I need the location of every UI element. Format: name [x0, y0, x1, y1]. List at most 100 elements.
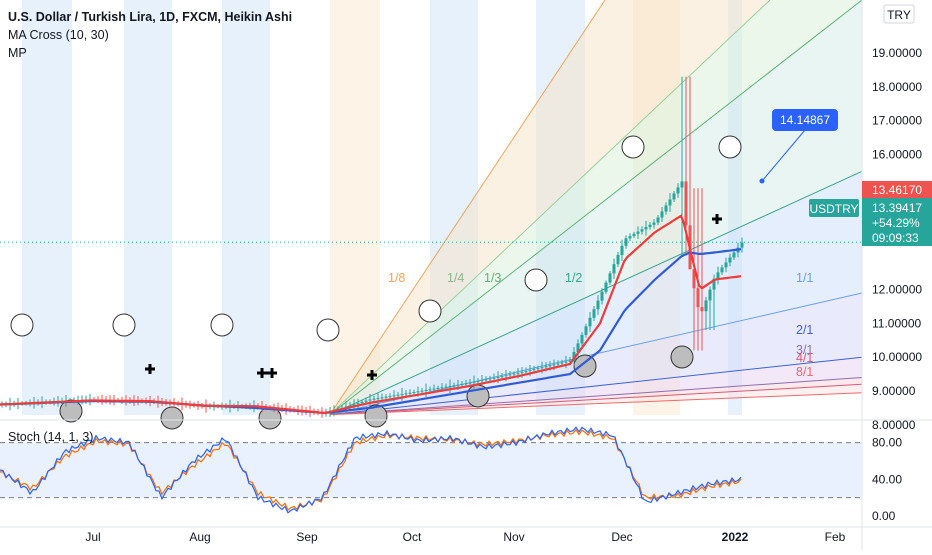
mp-legend[interactable]: MP	[8, 46, 27, 60]
ma-cross-marker	[712, 214, 722, 224]
cycle-circle	[59, 399, 83, 423]
currency-box	[883, 4, 915, 24]
candle-body	[580, 334, 584, 344]
candle-body	[476, 380, 480, 382]
candle-body	[468, 382, 472, 384]
fan-line	[329, 0, 863, 416]
candle-body	[704, 300, 708, 312]
candle-body	[380, 397, 384, 399]
symbol-title[interactable]: U.S. Dollar / Turkish Lira, 1D, FXCM, He…	[8, 10, 293, 24]
candle-body	[712, 278, 716, 290]
ma-cross-marker	[367, 370, 377, 380]
candle-body	[364, 400, 368, 402]
candle-body	[636, 231, 640, 234]
change-label: +54.29%	[872, 216, 920, 230]
candle-body	[500, 376, 504, 378]
candle-body	[648, 224, 652, 228]
fan-label-8-1: 8/1	[796, 365, 813, 379]
candle-body	[356, 403, 360, 405]
candle-body	[392, 395, 396, 397]
price-tick-label: 17.00000	[872, 114, 922, 128]
candle-body	[672, 193, 676, 200]
candle-body	[732, 252, 736, 258]
candle-body	[464, 383, 468, 385]
stoch-tick-label: 40.00	[872, 472, 902, 486]
candle-body	[440, 387, 444, 389]
candle-body	[668, 199, 672, 206]
candle-body	[608, 273, 612, 283]
currency-label: TRY	[887, 8, 911, 22]
candle-body	[456, 384, 460, 386]
price-tick-label: 18.00000	[872, 80, 922, 94]
candle-body	[480, 380, 484, 382]
candle-body	[588, 317, 592, 327]
time-tick-label: Jul	[85, 530, 100, 544]
cycle-circle	[210, 313, 234, 337]
time-tick-label: Sep	[296, 530, 318, 544]
candle-body	[420, 390, 424, 392]
candle-body	[444, 386, 448, 388]
candle-body	[496, 376, 500, 378]
price-tick-label: 8.00000	[872, 418, 916, 432]
candle-body	[472, 381, 476, 383]
candle-body	[664, 205, 668, 212]
candle-body	[436, 387, 440, 389]
candle-body	[524, 370, 528, 372]
stoch-k-line	[0, 426, 742, 514]
candle-body	[376, 398, 380, 400]
fan-label-4-1: 4/1	[796, 351, 813, 365]
countdown-label: 09:09:33	[872, 231, 919, 245]
callout-value: 14.14867	[780, 113, 830, 127]
stoch-band	[0, 442, 862, 498]
bg-stripe	[124, 0, 172, 415]
candle-body	[616, 254, 620, 265]
time-tick-label: 2022	[722, 530, 749, 544]
candle-body	[556, 363, 560, 365]
price-tick-label: 10.00000	[872, 350, 922, 364]
bg-stripe	[222, 0, 270, 415]
candle-body	[716, 272, 720, 279]
fan-line	[329, 392, 863, 416]
candle-body	[572, 352, 576, 361]
candle-body	[400, 394, 404, 396]
callout-anchor	[759, 178, 765, 184]
cycle-circle	[112, 313, 136, 337]
candle-body	[696, 288, 700, 308]
candle-body	[576, 343, 580, 353]
candle-body	[640, 229, 644, 232]
candle-body	[596, 300, 600, 310]
candle-body	[564, 361, 568, 363]
candle-body	[396, 394, 400, 396]
candle-body	[740, 242, 744, 248]
stoch-tick-label: 80.00	[872, 436, 902, 450]
stoch-tick-label: 0.00	[872, 509, 896, 523]
ma-fast-line	[0, 214, 742, 415]
time-tick-label: Oct	[403, 530, 422, 544]
fan-label-1-1: 1/1	[796, 271, 813, 285]
candle-body	[536, 368, 540, 370]
callout-line	[761, 129, 806, 182]
candle-body	[560, 362, 564, 364]
candle-body	[484, 379, 488, 381]
candle-body	[368, 399, 372, 401]
ma-cross-legend[interactable]: MA Cross (10, 30)	[8, 28, 109, 42]
candle-body	[548, 365, 552, 367]
last-price-label: 13.46170	[872, 183, 922, 197]
current-price-tag	[862, 198, 932, 246]
candle-body	[504, 375, 508, 377]
candle-body	[424, 389, 428, 391]
cycle-circle	[621, 135, 645, 159]
candle-body	[568, 360, 572, 362]
current-price-label: 13.39417	[872, 201, 922, 215]
candle-body	[680, 181, 684, 188]
candle-body	[428, 389, 432, 391]
stoch-legend[interactable]: Stoch (14, 1, 3)	[8, 430, 94, 444]
price-tick-label: 16.00000	[872, 147, 922, 161]
ma-cross-marker	[145, 364, 155, 374]
candle-body	[388, 396, 392, 398]
cycle-circle	[718, 135, 742, 159]
cycle-circle	[160, 406, 184, 430]
cycle-circle	[573, 354, 597, 378]
